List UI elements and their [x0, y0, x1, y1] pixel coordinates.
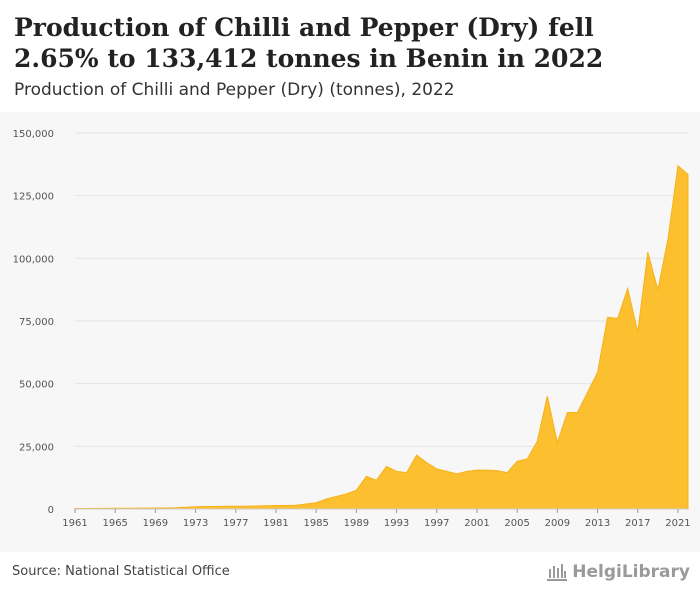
- x-tick-label: 2005: [504, 518, 529, 529]
- helgi-library-logo: HelgiLibrary: [546, 560, 690, 584]
- y-tick-label: 0: [48, 505, 54, 516]
- x-tick-label: 1965: [102, 518, 127, 529]
- x-tick-label: 2001: [464, 518, 489, 529]
- area-series: [74, 164, 689, 510]
- plot-area: 0 25,000 50,000 75,000 100,000 125,000 150,000…: [0, 112, 700, 552]
- x-tick-label: 2021: [665, 518, 690, 529]
- y-tick-label: 125,000: [13, 192, 54, 203]
- area-chart: 0 25,000 50,000 75,000 100,000 125,000 150,000…: [13, 129, 691, 529]
- chart-subtitle: Production of Chilli and Pepper (Dry) (t…: [14, 80, 455, 100]
- x-tick-label: 1977: [223, 518, 248, 529]
- x-tick-label: 1961: [62, 518, 87, 529]
- x-tick-label: 1993: [384, 518, 409, 529]
- x-tick-label: 1989: [344, 518, 369, 529]
- y-tick-label: 25,000: [19, 442, 54, 453]
- x-tick-label: 1981: [263, 518, 288, 529]
- library-building-icon: [547, 564, 568, 581]
- x-tick-label: 2013: [585, 518, 610, 529]
- y-tick-label: 75,000: [19, 317, 54, 328]
- x-tick-label: 1969: [143, 518, 168, 529]
- y-tick-label: 150,000: [13, 129, 54, 140]
- logo-text: HelgiLibrary: [572, 562, 690, 582]
- x-tick-label: 1997: [424, 518, 449, 529]
- x-tick-label: 1985: [303, 518, 328, 529]
- source-note: Source: National Statistical Office: [12, 564, 230, 579]
- x-tick-label: 2017: [625, 518, 650, 529]
- chart-header: Production of Chilli and Pepper (Dry) fe…: [0, 0, 700, 112]
- chart-headline: Production of Chilli and Pepper (Dry) fe…: [14, 13, 604, 73]
- x-tick-label: 1973: [183, 518, 208, 529]
- x-tick-label: 2009: [545, 518, 570, 529]
- y-tick-label: 100,000: [13, 254, 54, 265]
- y-tick-label: 50,000: [19, 380, 54, 391]
